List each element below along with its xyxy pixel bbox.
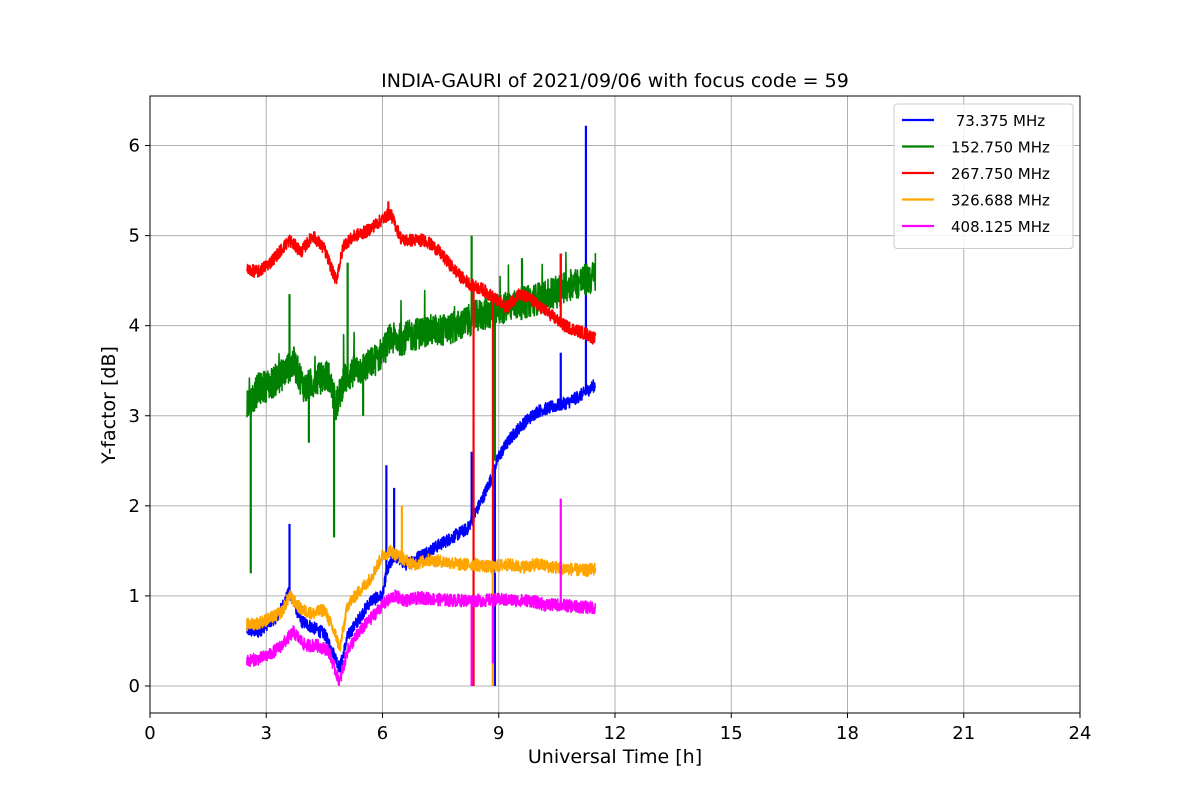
series-line	[246, 251, 597, 421]
x-tick-label: 9	[493, 723, 504, 744]
x-axis-label: Universal Time [h]	[528, 746, 702, 768]
x-tick-label: 15	[720, 723, 743, 744]
y-tick-label: 0	[129, 676, 140, 697]
legend-label: 326.688 MHz	[951, 192, 1050, 210]
series-line	[246, 208, 597, 345]
series-2	[246, 235, 597, 574]
y-tick-label: 6	[129, 136, 140, 157]
legend-label: 73.375 MHz	[951, 112, 1045, 130]
y-tick-label: 1	[129, 586, 140, 607]
series-layer	[246, 125, 597, 687]
x-tick-label: 21	[952, 723, 975, 744]
legend-item: 326.688 MHz	[902, 192, 1050, 210]
series-line	[246, 589, 597, 687]
y-tick-label: 4	[129, 316, 140, 337]
series-line	[246, 544, 597, 652]
legend-item: 267.750 MHz	[902, 165, 1050, 183]
y-axis-label: Y-factor [dB]	[98, 346, 120, 465]
x-tick-label: 6	[377, 723, 388, 744]
legend-label: 267.750 MHz	[951, 165, 1050, 183]
x-tick-label: 0	[144, 723, 155, 744]
y-tick-label: 5	[129, 226, 140, 247]
legend-box	[893, 103, 1074, 249]
y-tick-label: 3	[129, 406, 140, 427]
x-tick-label: 3	[261, 723, 272, 744]
x-tick-label: 12	[604, 723, 627, 744]
legend: 73.375 MHz 152.750 MHz 267.750 MHz 326.688 …	[893, 103, 1074, 249]
legend-item: 152.750 MHz	[902, 139, 1050, 157]
series-5	[246, 498, 597, 687]
y-tick-label: 2	[129, 496, 140, 517]
legend-label: 408.125 MHz	[951, 218, 1050, 236]
legend-item: 408.125 MHz	[902, 218, 1050, 236]
legend-label: 152.750 MHz	[951, 139, 1050, 157]
chart-title: INDIA-GAURI of 2021/09/06 with focus cod…	[381, 70, 849, 92]
x-tick-label: 18	[836, 723, 859, 744]
x-tick-label: 24	[1069, 723, 1092, 744]
legend-item: 73.375 MHz	[902, 112, 1045, 130]
